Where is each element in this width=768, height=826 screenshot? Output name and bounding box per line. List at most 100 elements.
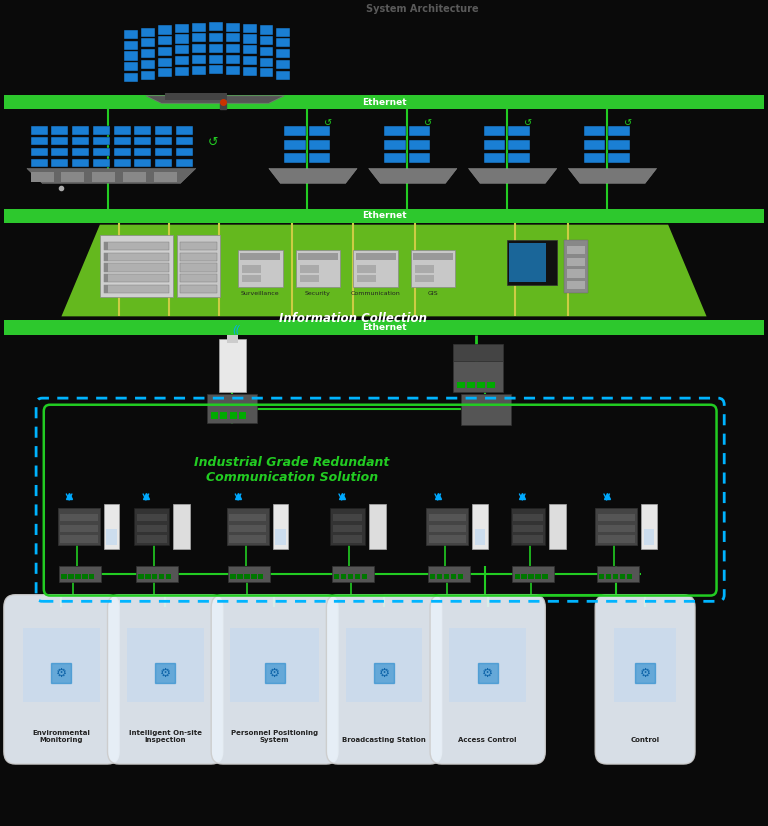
FancyBboxPatch shape — [513, 525, 543, 532]
FancyBboxPatch shape — [141, 38, 155, 47]
FancyBboxPatch shape — [240, 253, 280, 260]
FancyBboxPatch shape — [613, 574, 618, 579]
Text: Ethernet: Ethernet — [362, 323, 406, 332]
FancyBboxPatch shape — [353, 250, 398, 287]
FancyBboxPatch shape — [145, 574, 151, 579]
FancyBboxPatch shape — [31, 137, 48, 145]
FancyBboxPatch shape — [230, 412, 237, 419]
FancyBboxPatch shape — [51, 159, 68, 167]
FancyBboxPatch shape — [300, 265, 319, 273]
FancyBboxPatch shape — [141, 27, 155, 36]
FancyBboxPatch shape — [72, 148, 89, 156]
FancyBboxPatch shape — [127, 628, 204, 702]
Text: ⚙: ⚙ — [379, 667, 389, 680]
FancyBboxPatch shape — [60, 525, 98, 532]
FancyBboxPatch shape — [158, 69, 172, 78]
FancyBboxPatch shape — [243, 35, 257, 44]
FancyBboxPatch shape — [484, 153, 505, 163]
FancyBboxPatch shape — [166, 574, 171, 579]
FancyBboxPatch shape — [226, 44, 240, 53]
FancyBboxPatch shape — [137, 514, 167, 521]
FancyBboxPatch shape — [521, 574, 527, 579]
FancyBboxPatch shape — [72, 159, 89, 167]
Text: ↺: ↺ — [524, 117, 532, 127]
FancyBboxPatch shape — [298, 253, 338, 260]
FancyBboxPatch shape — [309, 126, 330, 136]
FancyBboxPatch shape — [93, 159, 110, 167]
FancyBboxPatch shape — [284, 140, 306, 150]
FancyBboxPatch shape — [124, 62, 138, 71]
Text: Information Collection: Information Collection — [280, 312, 427, 325]
FancyBboxPatch shape — [251, 574, 257, 579]
FancyBboxPatch shape — [226, 22, 240, 31]
FancyBboxPatch shape — [444, 574, 449, 579]
FancyBboxPatch shape — [428, 566, 470, 582]
FancyBboxPatch shape — [242, 265, 261, 273]
FancyBboxPatch shape — [209, 44, 223, 53]
FancyBboxPatch shape — [141, 70, 155, 79]
FancyBboxPatch shape — [31, 126, 48, 135]
FancyBboxPatch shape — [124, 51, 138, 60]
FancyBboxPatch shape — [276, 27, 290, 36]
FancyBboxPatch shape — [31, 172, 54, 182]
Polygon shape — [568, 169, 657, 183]
FancyBboxPatch shape — [158, 26, 172, 35]
FancyBboxPatch shape — [31, 148, 48, 156]
FancyBboxPatch shape — [192, 44, 206, 53]
FancyBboxPatch shape — [158, 47, 172, 56]
FancyBboxPatch shape — [165, 93, 227, 100]
FancyBboxPatch shape — [104, 285, 169, 293]
FancyBboxPatch shape — [606, 574, 611, 579]
Polygon shape — [146, 96, 284, 103]
FancyBboxPatch shape — [284, 126, 306, 136]
Text: ((: (( — [232, 324, 240, 334]
FancyBboxPatch shape — [309, 140, 330, 150]
FancyBboxPatch shape — [567, 281, 585, 289]
FancyBboxPatch shape — [426, 508, 468, 545]
FancyBboxPatch shape — [357, 265, 376, 273]
FancyBboxPatch shape — [243, 45, 257, 55]
FancyBboxPatch shape — [239, 412, 246, 419]
FancyBboxPatch shape — [175, 35, 189, 44]
FancyBboxPatch shape — [457, 382, 465, 388]
Text: Ethernet: Ethernet — [362, 97, 406, 107]
Text: Control: Control — [631, 738, 660, 743]
FancyBboxPatch shape — [608, 153, 630, 163]
Text: Industrial Grade Redundant: Industrial Grade Redundant — [194, 456, 389, 469]
FancyBboxPatch shape — [93, 126, 110, 135]
Text: Broadcasting Station: Broadcasting Station — [342, 738, 426, 743]
FancyBboxPatch shape — [384, 153, 406, 163]
FancyBboxPatch shape — [508, 140, 530, 150]
FancyBboxPatch shape — [51, 137, 68, 145]
FancyBboxPatch shape — [567, 269, 585, 278]
FancyBboxPatch shape — [220, 412, 227, 419]
FancyBboxPatch shape — [192, 33, 206, 42]
FancyBboxPatch shape — [4, 320, 764, 335]
Text: Access Control: Access Control — [458, 738, 517, 743]
FancyBboxPatch shape — [72, 137, 89, 145]
FancyBboxPatch shape — [180, 285, 217, 293]
FancyBboxPatch shape — [449, 628, 526, 702]
FancyBboxPatch shape — [192, 55, 206, 64]
FancyBboxPatch shape — [567, 246, 585, 254]
FancyBboxPatch shape — [409, 153, 430, 163]
FancyBboxPatch shape — [61, 172, 84, 182]
FancyBboxPatch shape — [296, 250, 340, 287]
FancyBboxPatch shape — [175, 56, 189, 65]
FancyBboxPatch shape — [104, 253, 108, 261]
FancyBboxPatch shape — [333, 525, 362, 532]
FancyBboxPatch shape — [484, 126, 505, 136]
Text: Communication Solution: Communication Solution — [206, 471, 378, 484]
Polygon shape — [369, 169, 457, 183]
FancyBboxPatch shape — [4, 209, 764, 223]
FancyBboxPatch shape — [242, 275, 261, 282]
FancyBboxPatch shape — [138, 574, 144, 579]
FancyBboxPatch shape — [152, 574, 157, 579]
FancyBboxPatch shape — [508, 153, 530, 163]
FancyBboxPatch shape — [275, 529, 286, 545]
FancyBboxPatch shape — [82, 574, 88, 579]
FancyBboxPatch shape — [627, 574, 632, 579]
FancyBboxPatch shape — [23, 628, 100, 702]
Polygon shape — [61, 225, 707, 316]
Polygon shape — [468, 169, 557, 183]
